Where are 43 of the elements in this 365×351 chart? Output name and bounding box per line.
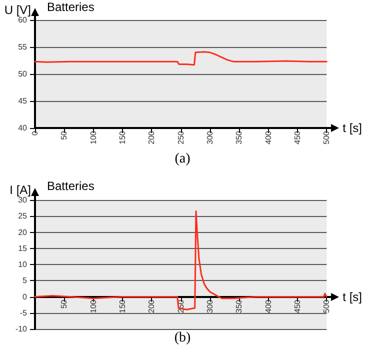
x-tick-label: 500 [322,299,332,314]
text: (a) [174,152,191,166]
y-tick-label: 25 [18,212,28,221]
y-tick-label: -10 [15,324,28,334]
x-tick-label: 50 [60,299,69,309]
x-tick-label: 300 [206,130,214,144]
x-tick-label: 450 [293,299,302,314]
y-axis-title: I [A] [10,183,31,197]
x-axis-title: t [s] [342,290,362,304]
x-tick-label: 250 [176,130,186,144]
x-axis-title: t [s] [342,121,362,135]
chart-title: Batteries [47,0,94,14]
x-tick-label: 350 [234,130,244,144]
x-tick-label: 150 [118,130,127,144]
x-tick-label: 300 [206,299,214,314]
x-tick-label: 400 [264,299,273,314]
x-tick-label: 100 [88,299,98,314]
y-tick-label: 60 [18,16,28,24]
x-tick-label: 500 [322,130,332,144]
text: (b) [174,330,191,346]
x-tick-label: 400 [264,130,273,144]
y-tick-label: 45 [18,96,28,106]
chart-title: Batteries [47,179,94,193]
y-tick-label: 5 [22,276,28,286]
line-series [34,51,328,66]
y-tick-label: 30 [18,196,28,204]
y-tick-label: 55 [18,42,28,52]
y-tick-label: 15 [18,244,28,253]
y-tick-label: 10 [18,260,28,269]
x-tick-label: 200 [147,130,156,144]
y-tick-label: 40 [18,124,28,132]
x-tick-label: 200 [147,299,156,314]
x-tick-label: 50 [60,130,69,140]
x-tick-label: 0 [30,130,40,136]
y-tick-label: 20 [18,228,28,237]
x-tick-label: 150 [118,299,127,314]
x-tick-label: 100 [88,130,98,144]
y-axis-title: U [V] [4,3,31,17]
y-tick-label: 0 [22,292,28,302]
x-tick-label: 350 [234,299,244,314]
y-tick-label: -5 [20,308,28,318]
y-tick-label: 50 [18,70,28,78]
x-tick-label: 450 [293,130,302,144]
